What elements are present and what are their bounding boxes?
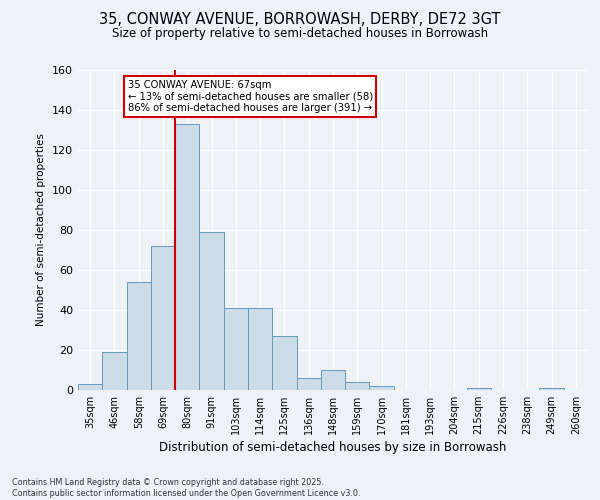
Bar	[151, 246, 175, 390]
Bar	[127, 282, 151, 390]
Bar	[539, 388, 564, 390]
Bar	[272, 336, 296, 390]
Bar	[370, 386, 394, 390]
Y-axis label: Number of semi-detached properties: Number of semi-detached properties	[37, 134, 46, 326]
Bar	[321, 370, 345, 390]
Bar	[467, 388, 491, 390]
Bar	[175, 124, 199, 390]
Text: Contains HM Land Registry data © Crown copyright and database right 2025.
Contai: Contains HM Land Registry data © Crown c…	[12, 478, 361, 498]
Bar	[248, 308, 272, 390]
Bar	[102, 352, 127, 390]
Bar	[224, 308, 248, 390]
X-axis label: Distribution of semi-detached houses by size in Borrowash: Distribution of semi-detached houses by …	[160, 441, 506, 454]
Bar	[296, 378, 321, 390]
Text: 35 CONWAY AVENUE: 67sqm
← 13% of semi-detached houses are smaller (58)
86% of se: 35 CONWAY AVENUE: 67sqm ← 13% of semi-de…	[128, 80, 373, 113]
Bar	[199, 232, 224, 390]
Bar	[78, 384, 102, 390]
Bar	[345, 382, 370, 390]
Text: 35, CONWAY AVENUE, BORROWASH, DERBY, DE72 3GT: 35, CONWAY AVENUE, BORROWASH, DERBY, DE7…	[99, 12, 501, 28]
Text: Size of property relative to semi-detached houses in Borrowash: Size of property relative to semi-detach…	[112, 28, 488, 40]
